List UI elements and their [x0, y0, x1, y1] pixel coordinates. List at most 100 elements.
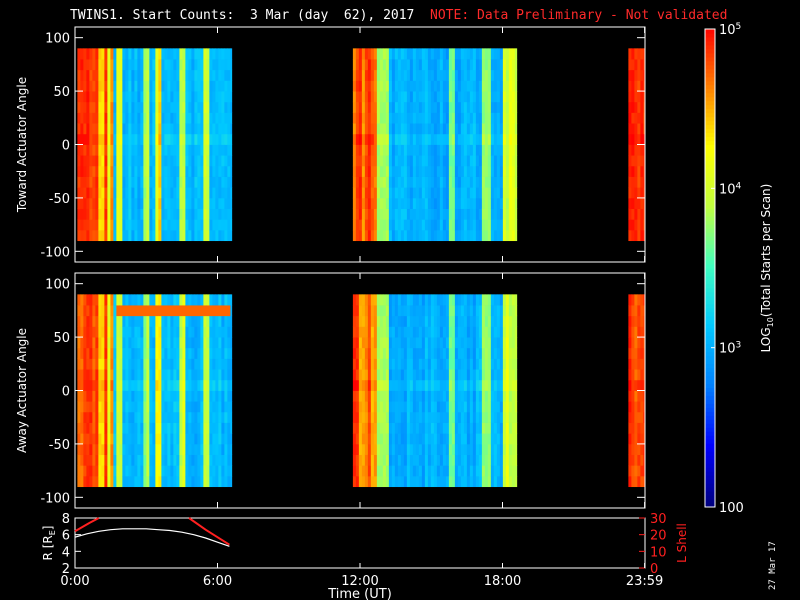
heatmap-cell — [137, 326, 141, 338]
heatmap-cell — [197, 144, 201, 156]
heatmap-cell — [128, 91, 132, 103]
heatmap-cell — [101, 165, 105, 177]
heatmap-cell — [508, 59, 513, 71]
heatmap-cell — [218, 390, 222, 402]
heatmap-cell — [170, 229, 174, 242]
heatmap-cell — [164, 48, 168, 60]
heatmap-cell — [454, 133, 459, 145]
heatmap-cell — [98, 155, 102, 167]
heatmap-cell — [499, 112, 504, 124]
heatmap-cell — [176, 326, 180, 338]
heatmap-cell — [415, 219, 420, 231]
heatmap-cell — [634, 133, 638, 145]
heatmap-cell — [418, 358, 423, 370]
heatmap-cell — [221, 80, 225, 92]
heatmap-cell — [505, 165, 510, 177]
heatmap-cell — [463, 69, 468, 81]
heatmap-cell — [355, 369, 360, 381]
heatmap-cell — [101, 59, 105, 71]
heatmap-cell — [502, 369, 507, 381]
heatmap-cell — [484, 390, 489, 402]
heatmap-cell — [496, 133, 501, 145]
heatmap-cell — [197, 433, 201, 445]
heatmap-cell — [376, 80, 381, 92]
heatmap-cell — [430, 59, 435, 71]
heatmap-cell — [448, 358, 453, 370]
heatmap-cell — [206, 390, 210, 402]
heatmap-cell — [472, 315, 477, 327]
heatmap-cell — [379, 347, 384, 359]
heatmap-cell — [376, 69, 381, 81]
heatmap-cell — [218, 80, 222, 92]
heatmap-cell — [391, 187, 396, 199]
heatmap-cell — [364, 229, 369, 242]
heatmap-cell — [146, 155, 150, 167]
heatmap-cell — [364, 411, 369, 423]
heatmap-cell — [481, 208, 486, 220]
colorbar-cell — [705, 311, 715, 317]
colorbar-cell — [705, 347, 715, 353]
heatmap-cell — [224, 112, 228, 124]
heatmap-cell — [373, 176, 378, 188]
heatmap-cell — [427, 187, 432, 199]
heatmap-cell — [128, 69, 132, 81]
heatmap-cell — [496, 454, 501, 466]
heatmap-cell — [481, 229, 486, 242]
heatmap-cell — [631, 465, 635, 477]
heatmap-cell — [493, 187, 498, 199]
heatmap-cell — [640, 187, 644, 199]
heatmap-cell — [367, 197, 372, 209]
heatmap-cell — [364, 305, 369, 317]
heatmap-cell — [125, 208, 129, 220]
heatmap-cell — [415, 197, 420, 209]
heatmap-cell — [131, 401, 135, 413]
heatmap-cell — [415, 144, 420, 156]
heatmap-cell — [101, 144, 105, 156]
heatmap-cell — [212, 112, 216, 124]
heatmap-cell — [643, 475, 646, 488]
heatmap-cell — [478, 112, 483, 124]
heatmap-cell — [436, 133, 441, 145]
heatmap-cell — [415, 465, 420, 477]
heatmap-cell — [490, 229, 495, 242]
heatmap-cell — [634, 443, 638, 455]
heatmap-cell — [388, 155, 393, 167]
heatmap-cell — [197, 454, 201, 466]
heatmap-cell — [418, 133, 423, 145]
heatmap-cell — [92, 48, 96, 60]
heatmap-cell — [433, 401, 438, 413]
heatmap-cell — [481, 69, 486, 81]
heatmap-cell — [176, 187, 180, 199]
colorbar-cell — [705, 152, 715, 157]
heatmap-cell — [152, 101, 156, 113]
heatmap-cell — [125, 123, 129, 135]
heatmap-cell — [137, 465, 141, 477]
heatmap-cell — [373, 48, 378, 60]
heatmap-cell — [164, 219, 168, 231]
colorbar-cell — [705, 367, 715, 373]
heatmap-cell — [170, 369, 174, 381]
heatmap-cell — [149, 59, 153, 71]
heatmap-cell — [418, 454, 423, 466]
heatmap-cell — [176, 358, 180, 370]
heatmap-cell — [197, 91, 201, 103]
heatmap-cell — [430, 48, 435, 60]
heatmap-cell — [179, 208, 183, 220]
heatmap-cell — [391, 422, 396, 434]
heatmap-cell — [104, 294, 108, 306]
heatmap-cell — [514, 155, 518, 167]
heatmap-cell — [164, 187, 168, 199]
heatmap-cell — [421, 133, 426, 145]
colorbar-cell — [705, 112, 715, 118]
heatmap-cell — [469, 219, 474, 231]
heatmap-cell — [481, 112, 486, 124]
heatmap-cell — [391, 465, 396, 477]
heatmap-cell — [418, 443, 423, 455]
heatmap-cell — [215, 433, 219, 445]
heatmap-cell — [376, 422, 381, 434]
heatmap-cell — [487, 443, 492, 455]
heatmap-cell — [227, 401, 231, 413]
heatmap-cell — [400, 229, 405, 242]
heatmap-cell — [373, 305, 378, 317]
heatmap-cell — [92, 433, 96, 445]
